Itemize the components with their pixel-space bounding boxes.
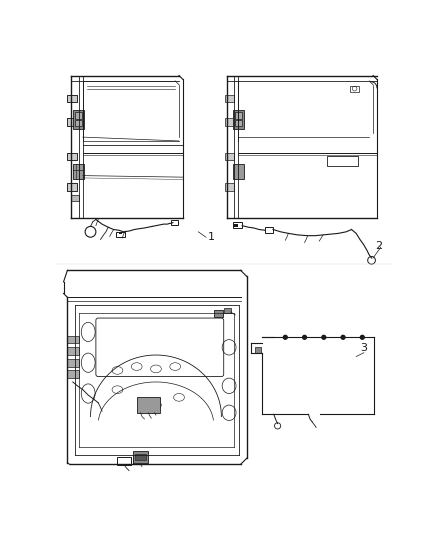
Text: 1: 1 bbox=[208, 231, 215, 241]
Bar bbox=[327, 156, 358, 166]
Bar bbox=[133, 456, 147, 464]
Bar bbox=[67, 118, 77, 126]
Bar bbox=[137, 398, 160, 413]
Bar bbox=[224, 308, 231, 313]
Bar bbox=[67, 183, 77, 191]
Bar bbox=[265, 227, 273, 232]
Bar bbox=[119, 232, 122, 234]
Bar bbox=[171, 220, 177, 225]
Bar bbox=[225, 183, 234, 191]
Circle shape bbox=[322, 335, 326, 339]
Bar bbox=[67, 348, 79, 355]
Bar bbox=[67, 359, 79, 367]
Bar bbox=[225, 152, 234, 160]
Bar bbox=[75, 120, 82, 126]
Bar bbox=[225, 95, 234, 102]
Bar bbox=[75, 112, 82, 119]
Bar bbox=[67, 152, 77, 160]
Bar bbox=[67, 118, 77, 126]
Bar bbox=[235, 120, 242, 126]
Bar bbox=[235, 112, 242, 119]
Bar bbox=[71, 195, 79, 201]
Bar bbox=[225, 118, 234, 126]
Bar bbox=[214, 310, 223, 317]
Bar bbox=[233, 224, 237, 227]
Bar bbox=[135, 454, 146, 460]
Bar bbox=[67, 95, 77, 102]
Bar bbox=[67, 95, 77, 102]
Bar bbox=[233, 164, 244, 180]
Bar bbox=[67, 183, 77, 191]
Bar bbox=[350, 85, 359, 92]
Bar bbox=[67, 336, 79, 343]
Bar bbox=[67, 152, 77, 160]
Bar bbox=[73, 110, 85, 130]
Circle shape bbox=[283, 335, 287, 339]
Bar bbox=[233, 222, 242, 228]
Bar bbox=[133, 451, 148, 463]
Bar bbox=[67, 370, 79, 378]
Bar bbox=[254, 346, 261, 353]
Bar bbox=[73, 164, 84, 180]
Text: 3: 3 bbox=[360, 343, 367, 353]
Bar bbox=[117, 457, 131, 465]
Circle shape bbox=[341, 335, 345, 339]
Bar bbox=[116, 232, 125, 237]
Circle shape bbox=[303, 335, 307, 339]
Circle shape bbox=[360, 335, 364, 339]
Text: 2: 2 bbox=[375, 241, 382, 251]
Bar bbox=[233, 110, 244, 130]
